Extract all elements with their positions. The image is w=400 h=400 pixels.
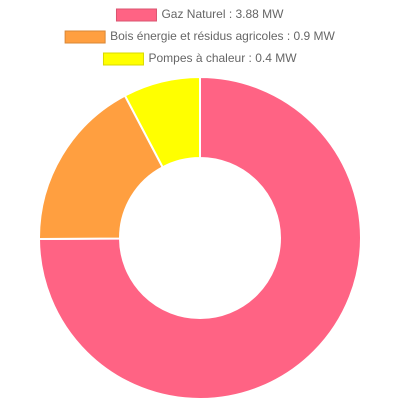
legend-swatch: [64, 30, 106, 44]
legend-item: Bois énergie et résidus agricoles : 0.9 …: [64, 29, 336, 44]
doughnut-segment: [38, 94, 165, 240]
legend-swatch: [102, 52, 144, 66]
doughnut-segment: [37, 75, 362, 400]
legend-label: Pompes à chaleur : 0.4 MW: [148, 51, 297, 65]
legend-item: Gaz Naturel : 3.88 MW: [115, 7, 284, 22]
doughnut-segment: [123, 75, 201, 169]
legend-item: Pompes à chaleur : 0.4 MW: [102, 51, 297, 66]
legend-label: Bois énergie et résidus agricoles : 0.9 …: [110, 29, 335, 43]
legend-label: Gaz Naturel : 3.88 MW: [161, 7, 284, 21]
legend-swatch: [115, 8, 157, 22]
